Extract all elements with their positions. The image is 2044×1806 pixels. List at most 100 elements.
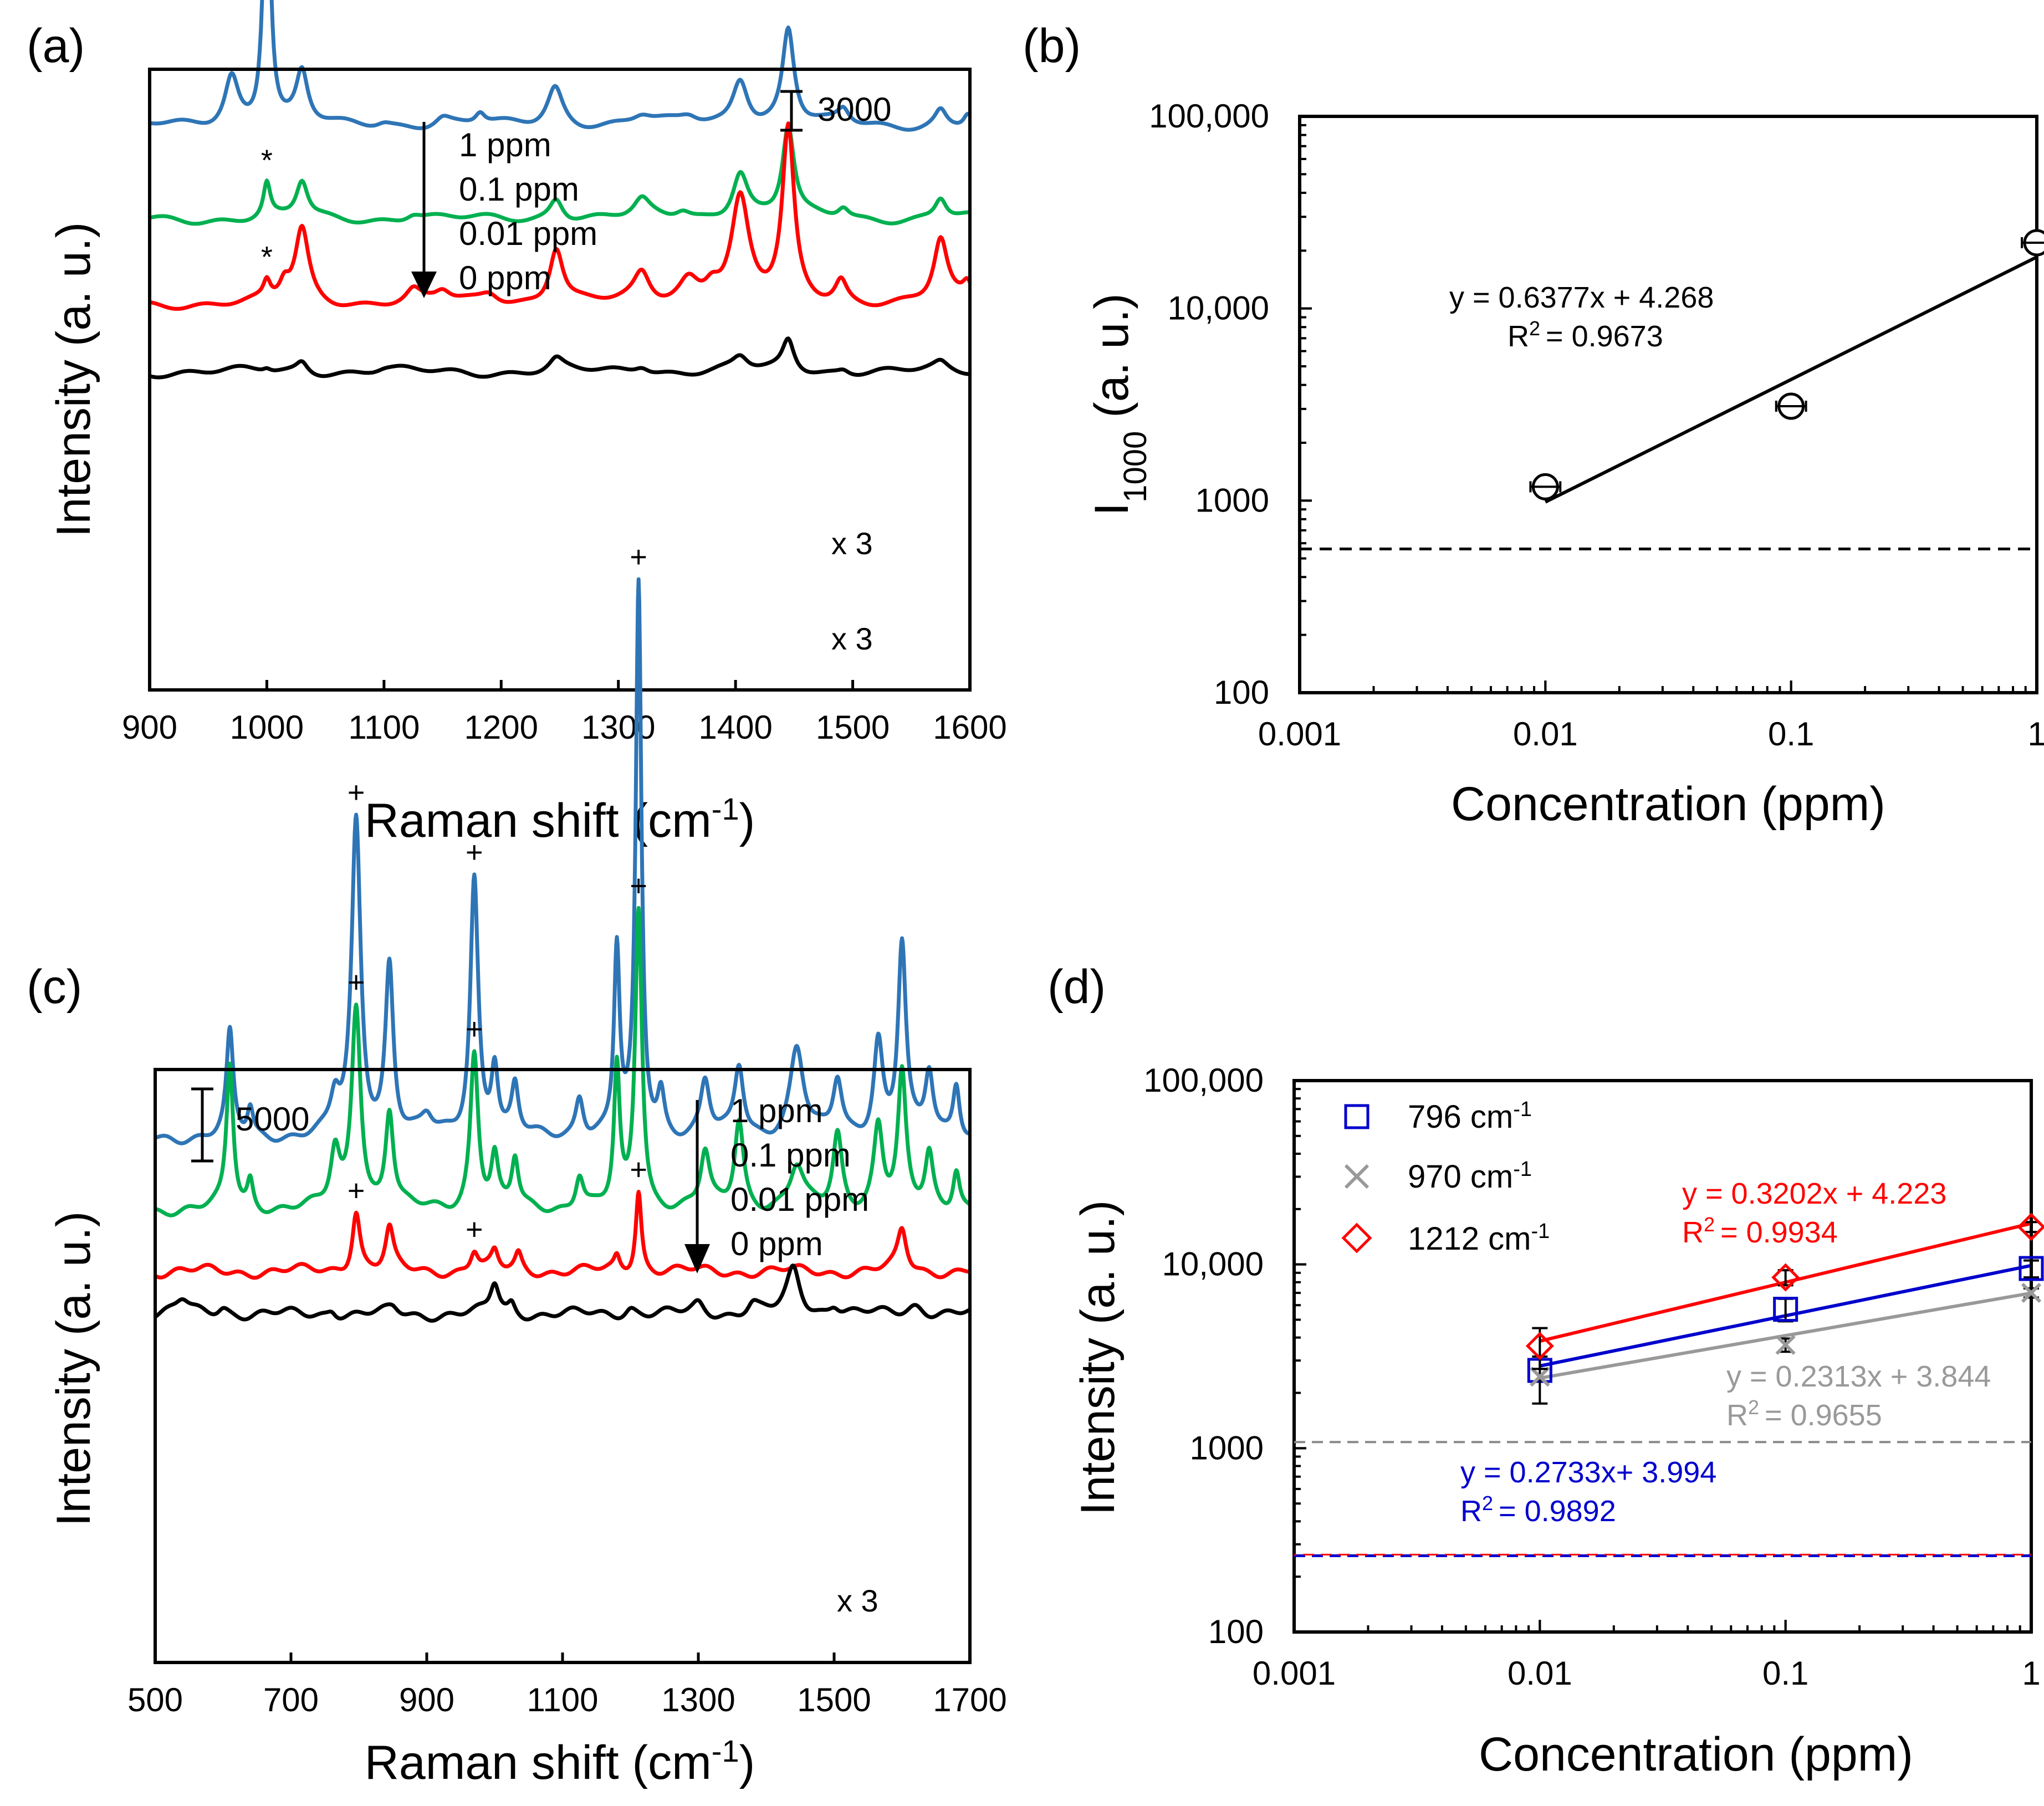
x-tick-label: 1500 [816,709,890,746]
legend-1212-label: 1212 cm-1 [1408,1220,1550,1257]
legend-square-marker [1344,1104,1370,1129]
x-tick-label: 1400 [698,709,772,746]
panel-a-scale-label: 3000 [817,91,891,128]
x-tick-label: 1500 [797,1681,871,1718]
panel-c-legend-0.01ppm: 0.01 ppm [730,1181,869,1218]
panel-c-x-ticks: 500 700 900 1100 1300 1500 1700 [127,1652,1007,1718]
panel-a-legend-0ppm: 0 ppm [459,259,551,296]
peak-marker: + [348,966,365,999]
panel-c-y-axis-label: Intensity (a. u.) [47,1211,100,1527]
spectrum-line-1ppm [154,577,972,1145]
panel-d-frame [1292,1079,2033,1634]
y-tick-label: 100,000 [1143,1062,1264,1099]
panel-d: (d) 0.001 0.01 0.1 1 100 1000 10,000 100,000 79… [1047,960,2044,1781]
panel-a-x-axis-label: Raman shift (cm-1) [365,791,755,848]
x-tick-label: 500 [127,1681,183,1718]
peak-marker: + [630,540,647,574]
x-tick-label: 1700 [933,1681,1006,1718]
panel-a-scale-bar [780,90,803,132]
panel-a-label: (a) [27,19,85,73]
data-point-diamond [1771,1263,1800,1292]
data-point-diamond [1525,1332,1554,1360]
panel-b-fit-r2: R2 = 0.9673 [1508,317,1663,354]
data-point-square [2019,1256,2044,1281]
panel-a-arrow [411,122,437,298]
x-tick-label: 900 [122,709,177,746]
panel-c-legend-0.1ppm: 0.1 ppm [730,1137,851,1174]
panel-c-traces [154,577,972,1323]
panel-d-axes: 0.001 0.01 0.1 1 100 1000 10,000 100,000 [1143,1062,2041,1692]
peak-marker: + [466,836,483,869]
spectrum-line-0.1ppm [154,905,972,1217]
panel-a-y-axis-label: Intensity (a. u.) [47,222,100,538]
panel-b-fit-equation: y = 0.6377x + 4.268 [1449,281,1714,314]
panel-a-peak-markers: *** [261,144,273,274]
panel-a-legend-1ppm: 1 ppm [459,126,551,163]
x-tick-label: 1600 [933,709,1006,746]
panel-c-scale-label: 5000 [236,1101,309,1138]
panel-d-fit-1212-r2: R2 = 0.9934 [1682,1213,1838,1250]
panel-c-arrow [684,1100,710,1273]
panel-a-legend-0.01ppm: 0.01 ppm [459,215,597,252]
peak-marker: + [348,776,365,809]
panel-c-scale-bar [191,1087,213,1163]
peak-marker: + [630,1153,647,1186]
x-tick-label: 0.01 [1513,715,1578,753]
y-tick-label: 100 [1208,1613,1264,1650]
spectrum-line-0ppm [149,336,971,380]
x-tick-label: 1100 [527,1681,598,1718]
x-tick-label: 1200 [464,709,538,746]
panel-a-multiplier-black: x 3 [831,621,873,656]
panel-b-frame [1298,115,2038,694]
fit-line-970cm [1539,1291,2032,1380]
x-tick-label: 0.001 [1253,1655,1336,1692]
y-tick-label: 10,000 [1167,290,1269,327]
panel-b-axes: 0.001 0.01 0.1 1 100 1000 10,000 100,000 [1149,98,2044,753]
data-point-square [1773,1297,1798,1322]
panel-c: (c) 500 700 900 1100 1300 1500 1700 + + + + + + + ++ … [27,540,1007,1789]
x-tick-label: 900 [399,1681,454,1718]
y-tick-label: 10,000 [1162,1246,1264,1283]
legend-diamond-marker [1341,1222,1372,1254]
panel-a-x-ticks: 900 1000 1100 1200 1300 1400 1500 1600 [122,680,1007,746]
x-tick-label: 1 [2027,715,2044,753]
panel-c-multiplier-black: x 3 [837,1583,878,1618]
spectrum-line-1ppm [149,0,972,132]
panel-d-x-axis-label: Concentration (ppm) [1479,1728,1913,1781]
legend-x-marker [1344,1164,1370,1189]
x-tick-label: 0.01 [1508,1655,1572,1692]
peak-marker: + [348,1174,365,1207]
panel-c-label: (c) [27,960,82,1014]
spectrum-line-0.01ppm [154,1190,972,1280]
panel-a-multiplier-red: x 3 [831,526,873,561]
legend-796-label: 796 cm-1 [1408,1098,1532,1135]
x-tick-label: 1100 [348,709,420,746]
panel-d-fit-970-r2: R2 = 0.9655 [1726,1396,1882,1432]
panel-b-plot [1300,229,2044,551]
x-tick-label: 1300 [581,709,655,746]
panel-d-fit-796-equation: y = 0.2733x+ 3.994 [1460,1456,1716,1489]
panel-b: (b) 0.001 0.01 0.1 1 100 1000 10,000 100,000 y … [1023,19,2044,831]
panel-b-label: (b) [1023,19,1081,73]
panel-c-x-axis-label: Raman shift (cm-1) [365,1733,755,1790]
peak-marker: + [466,1012,483,1046]
panel-d-fit-1212-equation: y = 0.3202x + 4.223 [1682,1177,1946,1210]
panel-d-legend: 796 cm-1 970 cm-1 1212 cm-1 [1341,1098,1550,1257]
panel-c-legend-1ppm: 1 ppm [730,1092,823,1129]
panel-a-traces [149,0,972,380]
panel-d-plot [1294,1212,2044,1557]
peak-marker: + [466,1213,483,1246]
panel-c-peak-markers: + + + + + + + + + [348,540,647,1246]
fit-line [1544,255,2038,504]
data-point-diamond [2017,1212,2044,1241]
y-tick-label: 1000 [1190,1429,1264,1466]
x-tick-label: 1000 [230,709,304,746]
y-tick-label: 100,000 [1149,98,1269,135]
data-point-x [2021,1282,2042,1303]
y-tick-label: 1000 [1195,482,1269,519]
x-tick-label: 700 [263,1681,319,1718]
panel-d-fit-796-r2: R2 = 0.9892 [1460,1492,1616,1528]
y-tick-label: 100 [1214,674,1269,711]
